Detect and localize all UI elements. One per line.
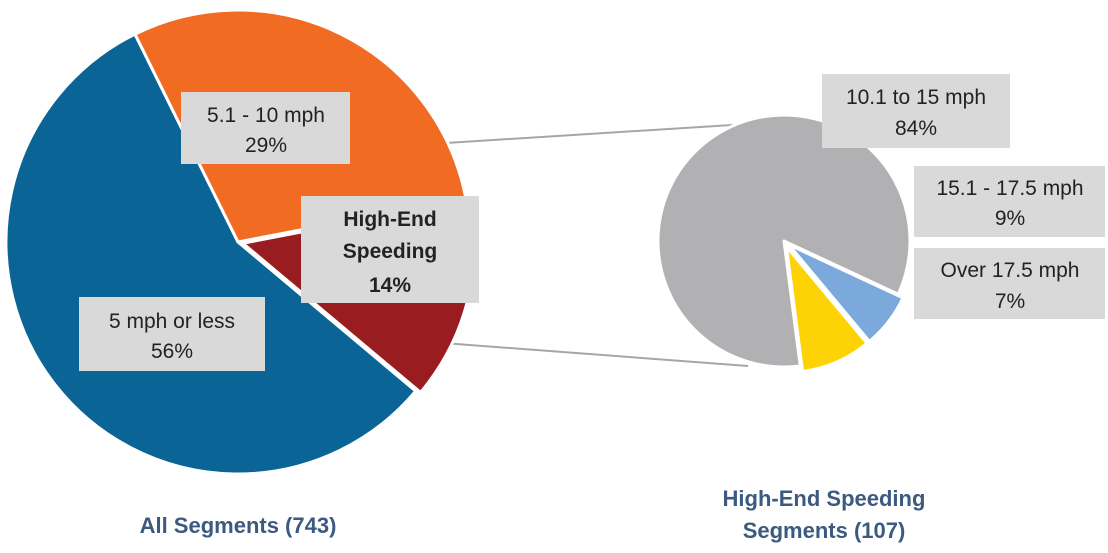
sub-pie [656,113,912,373]
slice-label-name: 10.1 to 15 mph [846,86,986,109]
slice-label-value: 84% [895,117,937,140]
slice-label-name: 5.1 - 10 mph [207,104,325,127]
slice-label-name: 15.1 - 17.5 mph [936,177,1083,200]
sub-pie-title-line2: Segments (107) [743,518,906,543]
slice-label-name-line1: High-End [343,208,436,231]
slice-label-value: 56% [151,340,193,363]
slice-label-value: 14% [369,274,411,297]
sub-pie-title-line1: High-End Speeding [723,486,926,511]
slice-label-value: 9% [995,207,1025,230]
slice-label-value: 29% [245,134,287,157]
main-pie-title: All Segments (743) [140,513,337,538]
slice-label-box [822,74,1010,148]
slice-label-5-mph-or-less: 5 mph or less 56% [79,297,265,371]
slice-label-value: 7% [995,290,1025,313]
slice-label-box [914,248,1105,319]
slice-label-name-line2: Speeding [343,240,438,263]
connector-line-bottom [442,342,749,367]
slice-label-box [181,92,350,164]
slice-label-name: Over 17.5 mph [941,259,1080,282]
pie-slice-over-17-5-mph [787,243,905,343]
connector-line-top [445,123,749,144]
slice-label-5-1-10-mph: 5.1 - 10 mph 29% [181,92,350,164]
slice-label-15-1-17-5-mph: 15.1 - 17.5 mph 9% [914,166,1105,237]
slice-label-box [914,166,1105,237]
slice-label-10-1-to-15-mph: 10.1 to 15 mph 84% [822,74,1010,148]
slice-label-name: 5 mph or less [109,310,235,333]
pie-slice-15-1-17-5-mph [784,244,869,373]
slice-label-box [301,196,479,303]
slice-label-box [79,297,265,371]
slice-label-over-17-5-mph: Over 17.5 mph 7% [914,248,1105,319]
slice-label-high-end-speeding: High-End Speeding 14% [301,196,479,303]
pie-slice-10-1-to-15-mph [656,113,912,369]
